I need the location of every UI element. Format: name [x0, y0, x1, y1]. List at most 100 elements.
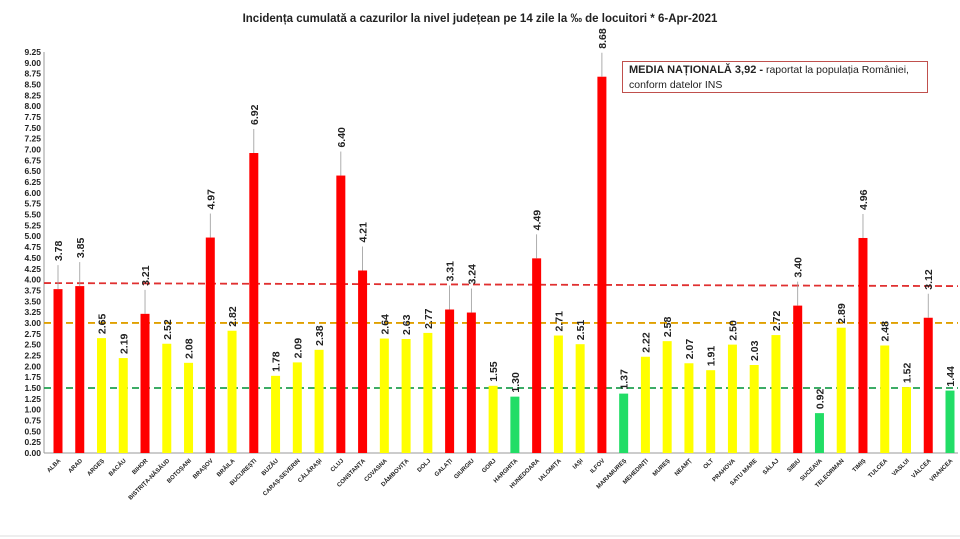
y-tick-label: 1.50	[24, 383, 41, 393]
bar	[880, 345, 890, 453]
value-label: 3.78	[53, 241, 65, 262]
value-label: 4.97	[205, 189, 217, 210]
y-tick-label: 6.50	[24, 166, 41, 176]
y-tick-label: 9.00	[24, 58, 41, 68]
category-label: ALBA	[46, 458, 62, 474]
y-tick-label: 7.25	[24, 134, 41, 144]
value-label: 4.96	[858, 189, 870, 210]
value-label: 3.21	[140, 265, 152, 286]
category-label: BIHOR	[132, 458, 150, 476]
bar	[510, 396, 520, 453]
bar	[945, 390, 955, 453]
value-label: 2.71	[553, 311, 565, 332]
category-label: CLUJ	[330, 458, 345, 473]
value-label: 2.38	[314, 325, 326, 346]
bar	[336, 175, 346, 454]
category-label: SĂLAJ	[762, 457, 781, 476]
y-tick-label: 6.00	[24, 188, 41, 198]
category-label: CĂLĂRAȘI	[297, 457, 324, 484]
bar	[553, 335, 563, 453]
y-tick-label: 3.50	[24, 296, 41, 306]
value-label: 1.91	[706, 346, 718, 367]
value-label: 4.49	[532, 210, 544, 231]
value-label: 2.22	[640, 332, 652, 353]
y-tick-label: 1.25	[24, 394, 41, 404]
category-label: VRANCEA	[929, 458, 955, 484]
y-tick-label: 8.25	[24, 90, 41, 100]
category-label: GALAȚI	[434, 458, 454, 478]
value-label: 2.89	[836, 303, 848, 324]
reference-line	[43, 282, 959, 287]
y-tick-label: 2.75	[24, 329, 41, 339]
bar	[684, 363, 694, 453]
y-tick-label: 8.75	[24, 69, 41, 79]
bar	[836, 327, 846, 453]
bar	[184, 362, 194, 453]
category-label: OLT	[703, 458, 716, 471]
annotation-text: raportat la populația României, conform …	[629, 64, 909, 91]
y-tick-label: 9.25	[24, 47, 41, 57]
value-label: 2.52	[162, 319, 174, 340]
value-labels: 3.78 3.85 2.65 2.19 3.21 2.52 2.08 4.97 2.82 6.92…	[53, 28, 957, 409]
bar	[358, 270, 368, 453]
value-label: 2.03	[749, 340, 761, 361]
bar	[97, 338, 107, 453]
value-label: 2.63	[401, 314, 413, 335]
bar	[858, 237, 868, 453]
bar	[923, 317, 933, 453]
bar	[532, 258, 542, 453]
annotation-bold: MEDIA NAȚIONALĂ 3,92 -	[629, 64, 764, 76]
bar	[162, 343, 172, 453]
y-tick-label: 0.25	[24, 437, 41, 447]
bar	[662, 341, 672, 453]
category-label: TIMIȘ	[852, 458, 868, 474]
value-label: 6.92	[249, 104, 261, 125]
bar	[140, 313, 150, 453]
national-average-annotation: MEDIA NAȚIONALĂ 3,92 - raportat la popul…	[622, 61, 928, 93]
y-tick-label: 6.75	[24, 155, 41, 165]
y-tick-label: 4.00	[24, 275, 41, 285]
y-tick-label: 1.75	[24, 372, 41, 382]
category-label: IALOMIȚA	[538, 458, 563, 483]
y-tick-label: 4.75	[24, 242, 41, 252]
bar	[706, 370, 716, 453]
y-tick-label: 5.00	[24, 231, 41, 241]
category-label: ARGEȘ	[87, 458, 106, 477]
bar	[118, 358, 128, 453]
y-tick-label: 3.25	[24, 307, 41, 317]
category-label: VASLUI	[891, 458, 911, 478]
category-label: NEAMȚ	[674, 458, 694, 478]
category-label: BRĂILA	[215, 457, 236, 478]
bar	[793, 305, 803, 453]
category-label: BRAȘOV	[192, 458, 214, 480]
y-tick-label: 7.75	[24, 112, 41, 122]
bar	[771, 335, 781, 453]
value-label: 2.72	[771, 310, 783, 331]
y-tick-label: 0.00	[24, 448, 41, 458]
reference-lines	[43, 282, 959, 389]
value-label: 2.51	[575, 320, 587, 341]
value-label: 2.07	[684, 339, 696, 360]
value-label: 2.19	[118, 333, 130, 354]
value-label: 1.37	[619, 369, 631, 390]
y-tick-label: 5.50	[24, 210, 41, 220]
y-tick-label: 2.25	[24, 350, 41, 360]
category-labels: ALBA ARAD ARGEȘ BACĂU BIHORBISTRIȚA-NĂSĂUDBO…	[46, 457, 955, 502]
bar	[619, 393, 629, 453]
bar	[640, 356, 650, 453]
y-tick-label: 5.75	[24, 199, 41, 209]
category-label: MUREȘ	[652, 458, 672, 478]
value-label: 2.50	[727, 320, 739, 341]
chart-title: Incidența cumulată a cazurilor la nivel …	[243, 13, 718, 25]
bar	[292, 362, 302, 453]
category-label: GIURGIU	[453, 458, 475, 480]
value-label: 1.78	[271, 351, 283, 372]
value-label: 2.82	[227, 306, 239, 327]
value-label: 1.52	[901, 363, 913, 384]
y-tick-label: 4.25	[24, 264, 41, 274]
category-label: ARAD	[68, 458, 85, 475]
y-axis: 0.000.250.500.751.001.251.501.752.002.25…	[24, 47, 958, 458]
y-tick-label: 3.75	[24, 285, 41, 295]
value-label: 8.68	[597, 28, 609, 49]
